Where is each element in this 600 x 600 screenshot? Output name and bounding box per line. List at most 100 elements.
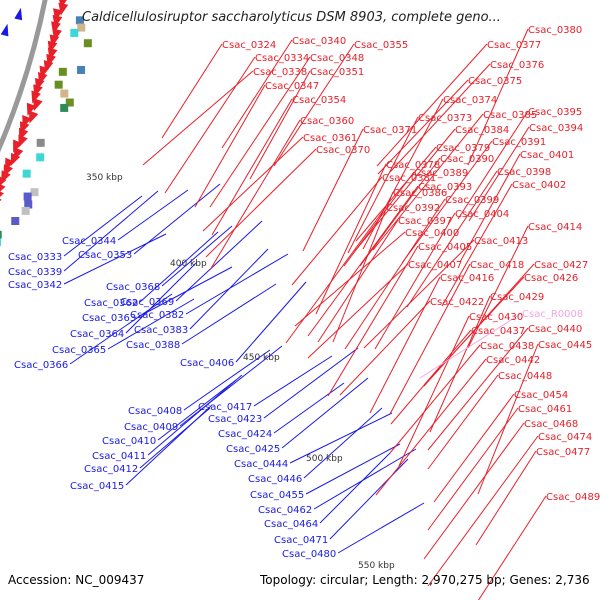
reverse-gene-label: Csac_0424 (218, 429, 272, 440)
forward-leader-line (202, 136, 304, 232)
forward-gene-label: Csac_0404 (455, 209, 509, 220)
feature-block (54, 80, 63, 89)
forward-leader-line (477, 495, 547, 600)
forward-gene-label: Csac_0391 (492, 137, 546, 148)
forward-gene-label: Csac_0375 (468, 76, 522, 87)
forward-gene-label: Csac_0354 (292, 95, 346, 106)
forward-leader-line (339, 300, 431, 396)
forward-gene-label: Csac_0427 (534, 260, 588, 271)
forward-gene-label: Csac_0397 (398, 216, 452, 227)
forward-leader-line (354, 128, 456, 252)
forward-gene-label: Csac_0399 (445, 195, 499, 206)
forward-gene-label: Csac_0381 (382, 173, 436, 184)
forward-leader-line (317, 219, 399, 343)
forward-leader-line (467, 225, 529, 349)
outer-feature-band (0, 0, 92, 247)
forward-gene-label: Csac_0394 (529, 123, 583, 134)
forward-gene-label: Csac_0474 (538, 432, 592, 443)
forward-leader-line (427, 435, 539, 587)
reverse-leader-line (139, 231, 219, 303)
forward-leader-line (315, 163, 387, 315)
reverse-gene-label: Csac_0365 (52, 345, 106, 356)
forward-gene-label: Csac_0384 (455, 125, 509, 136)
forward-leader-line (209, 119, 301, 271)
forward-gene-label: Csac_0418 (470, 260, 524, 271)
forward-gene-label: Csac_0361 (303, 133, 357, 144)
feature-block (60, 89, 69, 98)
reverse-leader-line (63, 233, 167, 285)
forward-gene-label: Csac_0378 (386, 160, 440, 171)
forward-gene-label: Csac_0389 (414, 168, 468, 179)
forward-gene-label: Csac_0489 (546, 492, 600, 503)
feature-block (23, 192, 32, 201)
feature-block (77, 23, 86, 32)
forward-gene-arrow (0, 198, 2, 202)
reverse-gene-label: Csac_0412 (84, 464, 138, 475)
forward-leader-line (372, 113, 484, 251)
forward-gene-label: Csac_0324 (222, 40, 276, 51)
reverse-leader-line (305, 443, 401, 495)
reverse-leader-line (273, 382, 345, 434)
reverse-leader-line (161, 225, 233, 287)
forward-gene-label: Csac_0377 (487, 40, 541, 51)
forward-leader-line (209, 56, 311, 208)
reverse-gene-arrow (0, 23, 9, 37)
reverse-leader-line (117, 189, 189, 241)
forward-leader-line (302, 128, 364, 252)
reverse-leader-line (329, 458, 409, 540)
genome-title: Caldicellulosiruptor saccharolyticus DSM… (82, 10, 501, 25)
forward-gene-label: Csac_0392 (386, 203, 440, 214)
forward-leader-line (468, 126, 530, 222)
reverse-leader-line (253, 355, 333, 407)
genome-backbone (0, 0, 48, 153)
reverse-gene-label: Csac_0444 (234, 459, 288, 470)
reverse-gene-label: Csac_0446 (248, 474, 302, 485)
feature-block (11, 217, 20, 226)
reverse-leader-line (183, 349, 271, 411)
forward-gene-label: Csac_0402 (512, 180, 566, 191)
reverse-gene-label: Csac_0406 (180, 358, 234, 369)
forward-gene-label: Csac_0448 (498, 371, 552, 382)
forward-gene-label: Csac_0374 (443, 95, 497, 106)
forward-gene-label: Csac_0477 (536, 447, 590, 458)
forward-leader-line (327, 245, 419, 397)
feature-block (83, 39, 92, 48)
reverse-gene-label: Csac_0423 (208, 414, 262, 425)
feature-block (22, 169, 31, 178)
forward-gene-label: Csac_0385 (483, 110, 537, 121)
feature-block (65, 98, 74, 107)
forward-gene-arrow (0, 176, 7, 186)
forward-gene-label: Csac_0445 (538, 340, 592, 351)
feature-block (58, 67, 67, 76)
forward-leader-line (363, 239, 475, 349)
reverse-leader-line (189, 248, 269, 330)
forward-gene-arrow (33, 98, 43, 112)
forward-leader-line (374, 212, 456, 350)
forward-gene-label: Csac_0442 (486, 355, 540, 366)
forward-gene-label: Csac_0355 (354, 40, 408, 51)
reverse-gene-label: Csac_0415 (70, 481, 124, 492)
forward-gene-label: Csac_0334 (255, 53, 309, 64)
forward-leader-line (390, 329, 472, 425)
forward-leader-line (142, 70, 254, 166)
label-leaders (63, 28, 547, 600)
forward-gene-label: Csac_0401 (520, 150, 574, 161)
forward-gene-label: Csac_0437 (471, 326, 525, 337)
forward-leader-line (221, 39, 293, 149)
forward-leader-line (347, 116, 419, 254)
feature-block (60, 103, 69, 112)
reverse-gene-label: Csac_0342 (8, 280, 62, 291)
reverse-leader-line (107, 298, 195, 350)
forward-leader-line (359, 157, 441, 267)
forward-leader-line (398, 315, 470, 467)
forward-leader-line (291, 176, 383, 286)
reverse-gene-label: Csac_0362 (84, 298, 138, 309)
reverse-gene-label: Csac_0462 (258, 505, 312, 516)
forward-leader-line (211, 98, 293, 236)
forward-leader-line (427, 374, 499, 470)
forward-leader-line (164, 56, 256, 194)
rna-gene-label: Csac_R0008 (522, 309, 583, 320)
reverse-gene-label: Csac_0425 (226, 444, 280, 455)
reverse-gene-label: Csac_0410 (102, 436, 156, 447)
feature-block (36, 153, 45, 162)
